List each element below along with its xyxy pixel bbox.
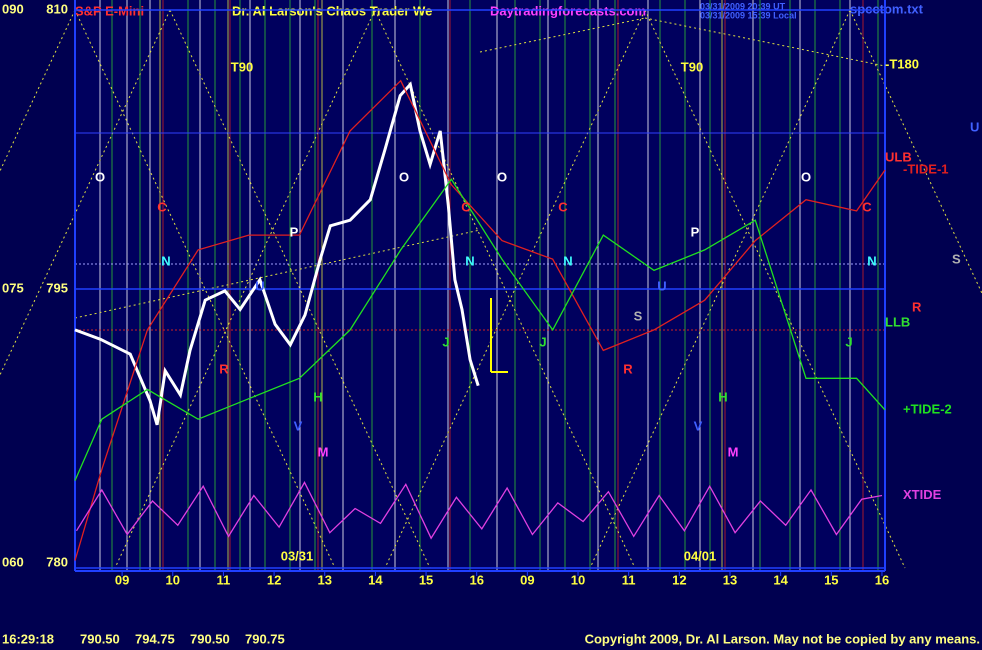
plot-area bbox=[75, 0, 885, 571]
x-tick-label: 10 bbox=[166, 572, 180, 587]
annotation: T90 bbox=[231, 59, 253, 74]
y2-tick-label: 060 bbox=[2, 554, 24, 569]
decorations bbox=[0, 0, 982, 571]
annotation: P bbox=[691, 224, 700, 239]
annotation: U bbox=[657, 278, 666, 293]
site-name: Daytradingforecasts.com bbox=[490, 3, 646, 18]
series-line bbox=[74, 81, 480, 426]
annotation: H bbox=[718, 389, 727, 404]
y2-tick-label: 075 bbox=[2, 280, 24, 295]
footer-quote: 790.50 bbox=[80, 631, 120, 646]
timestamp: 03/31/2009 20:39 UT bbox=[700, 1, 786, 11]
x-tick-label: 10 bbox=[571, 572, 585, 587]
annotation: U bbox=[255, 278, 264, 293]
annotation: C bbox=[461, 199, 471, 214]
legend-label: -TIDE-1 bbox=[903, 161, 949, 176]
annotation: N bbox=[465, 253, 474, 268]
series-line bbox=[74, 79, 886, 561]
diagonal-line bbox=[479, 17, 646, 53]
series-line bbox=[75, 481, 883, 540]
x-tick-label: 13 bbox=[723, 572, 737, 587]
annotation: C bbox=[157, 199, 167, 214]
footer-quote: 790.50 bbox=[190, 631, 230, 646]
annotation: S bbox=[952, 251, 961, 266]
x-tick-label: 11 bbox=[217, 572, 231, 587]
timestamp: 03/31/2009 15:39 Local bbox=[700, 10, 797, 20]
annotation: M bbox=[318, 444, 329, 459]
annotation: P bbox=[290, 224, 299, 239]
diagonal-line bbox=[644, 17, 886, 67]
file-name: spcctom.txt bbox=[850, 1, 924, 16]
annotation: N bbox=[563, 253, 572, 268]
x-tick-label: 11 bbox=[622, 572, 636, 587]
annotation: C bbox=[862, 199, 872, 214]
annotation: O bbox=[399, 169, 409, 184]
x-tick-label: 16 bbox=[875, 572, 889, 587]
annotation: -T180 bbox=[885, 56, 919, 71]
date-label: 04/01 bbox=[684, 548, 717, 563]
annotation: C bbox=[558, 199, 568, 214]
annotation: S bbox=[634, 308, 643, 323]
y2-tick-label: 090 bbox=[2, 1, 24, 16]
annotation: U bbox=[970, 119, 979, 134]
x-tick-label: 09 bbox=[115, 572, 129, 587]
annotation: J bbox=[539, 334, 546, 349]
x-tick-label: 15 bbox=[419, 572, 433, 587]
x-tick-label: 14 bbox=[368, 572, 383, 587]
annotation: M bbox=[728, 444, 739, 459]
annotation: O bbox=[497, 169, 507, 184]
x-tick-label: 16 bbox=[469, 572, 483, 587]
legend-label: XTIDE bbox=[903, 487, 942, 502]
y-tick-label: 780 bbox=[46, 554, 68, 569]
annotation: J bbox=[845, 334, 852, 349]
x-tick-label: 15 bbox=[824, 572, 838, 587]
annotation: O bbox=[801, 169, 811, 184]
x-tick-label: 09 bbox=[520, 572, 534, 587]
copyright: Copyright 2009, Dr. Al Larson. May not b… bbox=[585, 631, 980, 646]
date-label: 03/31 bbox=[281, 548, 314, 563]
annotation: R bbox=[912, 299, 922, 314]
annotation: V bbox=[294, 418, 303, 433]
annotation: ULB bbox=[885, 149, 912, 164]
annotation: V bbox=[694, 418, 703, 433]
annotation: J bbox=[442, 334, 449, 349]
annotation: O bbox=[95, 169, 105, 184]
annotation: N bbox=[867, 253, 876, 268]
footer-quote: 794.75 bbox=[135, 631, 175, 646]
y-tick-label: 810 bbox=[46, 1, 68, 16]
chart-title: Dr. Al Larson's Chaos Trader We bbox=[232, 3, 432, 18]
footer-time: 16:29:18 bbox=[2, 631, 54, 646]
annotation: R bbox=[219, 361, 229, 376]
annotation: H bbox=[313, 389, 322, 404]
subtitle: S&P E-Mini bbox=[75, 3, 144, 18]
annotation: T90 bbox=[681, 59, 703, 74]
y-tick-label: 795 bbox=[46, 280, 68, 295]
diagonal-line bbox=[74, 229, 481, 319]
annotation: R bbox=[623, 361, 633, 376]
footer-quote: 790.75 bbox=[245, 631, 285, 646]
series-line bbox=[74, 178, 886, 481]
legend-label: +TIDE-2 bbox=[903, 401, 952, 416]
annotation: N bbox=[161, 253, 170, 268]
x-tick-label: 13 bbox=[318, 572, 332, 587]
annotation: LLB bbox=[885, 314, 910, 329]
x-tick-label: 12 bbox=[672, 572, 686, 587]
x-tick-label: 12 bbox=[267, 572, 281, 587]
x-tick-label: 14 bbox=[773, 572, 788, 587]
